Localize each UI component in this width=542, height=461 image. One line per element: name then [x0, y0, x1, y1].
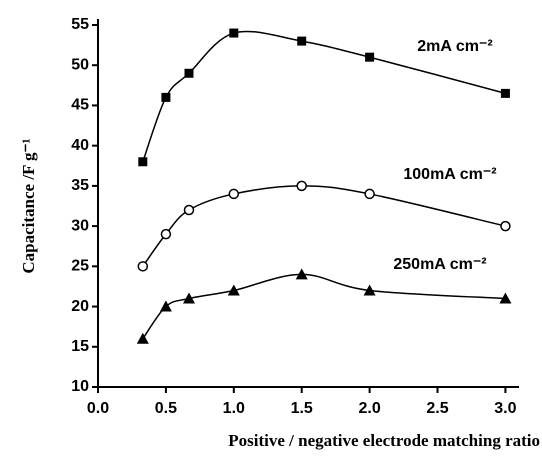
marker — [161, 92, 171, 102]
y-tick-label: 30 — [71, 217, 89, 234]
marker — [137, 261, 149, 272]
marker — [159, 300, 172, 312]
marker — [499, 292, 512, 304]
y-tick-label: 10 — [71, 378, 89, 395]
y-axis-label: Capacitance /F g⁻¹ — [19, 138, 38, 273]
marker — [297, 36, 307, 46]
x-tick-label: 2.0 — [358, 400, 380, 417]
marker — [227, 284, 240, 296]
x-tick-label: 3.0 — [494, 400, 516, 417]
y-tick-label: 25 — [71, 258, 89, 275]
series-label: 100mA cm⁻² — [403, 166, 496, 183]
y-tick-label: 45 — [71, 97, 89, 114]
series-label: 2mA cm⁻² — [417, 38, 492, 55]
marker — [500, 88, 510, 98]
marker — [182, 292, 195, 304]
marker — [229, 28, 239, 38]
fit-line — [142, 185, 506, 267]
series-label: 250mA cm⁻² — [393, 256, 486, 273]
x-tick-label: 0.0 — [87, 400, 109, 417]
y-tick-label: 35 — [71, 177, 89, 194]
marker — [500, 220, 511, 232]
marker — [160, 228, 172, 240]
y-tick-label: 50 — [71, 56, 89, 73]
y-tick-label: 15 — [71, 338, 89, 355]
x-axis-label: Positive / negative electrode matching r… — [228, 431, 540, 450]
marker — [363, 284, 376, 296]
marker — [183, 204, 195, 216]
y-tick-label: 40 — [71, 137, 89, 154]
x-tick-label: 1.5 — [291, 400, 313, 417]
marker — [136, 332, 149, 344]
marker — [364, 188, 375, 200]
x-tick-label: 2.5 — [426, 400, 448, 417]
marker — [138, 157, 148, 167]
fit-line — [142, 273, 506, 340]
x-tick-label: 0.5 — [155, 400, 177, 417]
marker — [365, 52, 375, 62]
x-tick-label: 1.0 — [223, 400, 245, 417]
y-tick-label: 55 — [71, 16, 89, 33]
marker — [184, 68, 194, 78]
y-tick-label: 20 — [71, 298, 89, 315]
marker — [228, 188, 240, 200]
marker — [295, 268, 308, 280]
marker — [296, 180, 307, 192]
